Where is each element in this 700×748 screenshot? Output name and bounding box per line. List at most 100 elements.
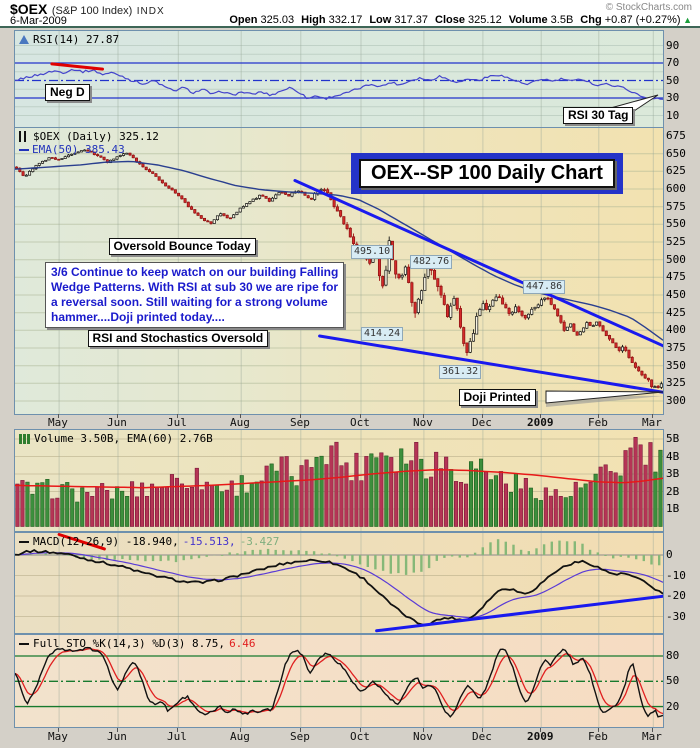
candlestick-icon (19, 131, 29, 142)
axis-tick-label: 5B (666, 432, 680, 445)
month-label: Mar (642, 730, 662, 743)
wedge-trendline (318, 334, 663, 394)
macd-signal-line (15, 552, 663, 619)
month-tick (177, 414, 178, 418)
callout-label: Oversold Bounce Today (108, 238, 256, 255)
exchange: INDX (136, 6, 165, 17)
volume-plot (15, 430, 663, 531)
month-label: Jun (107, 730, 127, 743)
quote-header: $OEX (S&P 100 Index) INDX © StockCharts.… (0, 0, 700, 28)
month-label: Sep (290, 416, 310, 429)
callout-label: RSI and Stochastics Oversold (87, 330, 269, 347)
macd-hist-value: -3.427 (239, 535, 280, 548)
mountain-icon (19, 35, 29, 44)
axis-tick-label: 70 (666, 56, 680, 69)
month-label: May (48, 416, 68, 429)
month-label: Dec (472, 730, 492, 743)
axis-tick-label: 350 (666, 359, 686, 372)
month-tick (240, 728, 241, 732)
axis-tick-label: 1B (666, 502, 680, 515)
sto-label: Full STO %K(14,3) %D(3) 8.75, (33, 637, 226, 650)
rsi-plot (15, 31, 663, 127)
axis-tick-label: 30 (666, 91, 680, 104)
symbol: $OEX (10, 1, 48, 17)
axis-tick-label: -10 (666, 569, 686, 582)
quote-field-label: Close (435, 14, 465, 26)
month-tick (300, 728, 301, 732)
month-tick (240, 414, 241, 418)
macd-panel: MACD(12,26,9) -18.940, -15.513, -3.427 (14, 532, 664, 634)
axis-tick-label: 375 (666, 341, 686, 354)
price-panel: $OEX (Daily) 325.12 EMA(50) 385.43 OEX--… (14, 127, 664, 415)
sto-label-row: Full STO %K(14,3) %D(3) 8.75, 6.46 (19, 637, 256, 650)
month-tick (482, 414, 483, 418)
axis-tick-label: 450 (666, 288, 686, 301)
month-tick (652, 414, 653, 418)
axis-tick-label: 625 (666, 164, 686, 177)
stochastics-panel: Full STO %K(14,3) %D(3) 8.75, 6.46 (14, 634, 664, 728)
rsi-label: RSI(14) 27.87 (33, 33, 120, 46)
month-label: Nov (413, 730, 433, 743)
axis-tick-label: 325 (666, 376, 686, 389)
month-label: Aug (230, 730, 250, 743)
chart-title: OEX--SP 100 Daily Chart (359, 159, 615, 188)
callout-label: Neg D (45, 84, 90, 101)
wedge-trendline (293, 179, 663, 348)
ema-label: EMA(50) 385.43 (32, 143, 125, 156)
month-tick (58, 728, 59, 732)
price-tag: 361.32 (439, 365, 482, 379)
sto-k-line (15, 646, 663, 718)
month-label: Oct (350, 416, 370, 429)
month-axis-bottom: May Jun Jul Aug Sep Oct Nov Dec 2009 Feb Mar (14, 728, 664, 744)
month-tick (540, 728, 541, 732)
month-label: May (48, 730, 68, 743)
month-tick (300, 414, 301, 418)
title-band: OEX--SP 100 Daily Chart (351, 153, 623, 194)
axis-tick-label: 600 (666, 182, 686, 195)
quote-values-row: Open 325.03 High 332.17 Low 317.37 Close 32… (229, 14, 692, 26)
month-label: Jul (167, 416, 187, 429)
callout-label: RSI 30 Tag (563, 107, 634, 124)
callout-label: Doji Printed (458, 389, 536, 406)
axis-tick-label: 50 (666, 74, 680, 87)
axis-tick-label: 3B (666, 467, 680, 480)
macd-line (15, 548, 663, 627)
month-tick (423, 728, 424, 732)
axis-tick-label: 425 (666, 306, 686, 319)
axis-tick-label: 475 (666, 270, 686, 283)
axis-tick-label: 575 (666, 200, 686, 213)
quote-field-label: Low (369, 14, 392, 26)
month-label: Dec (472, 416, 492, 429)
macd-plot (15, 533, 663, 633)
price-tag: 482.76 (410, 255, 453, 269)
quote-field-label: High (301, 14, 326, 26)
stochastics-plot (15, 635, 663, 727)
month-tick (423, 414, 424, 418)
month-tick (360, 414, 361, 418)
month-label: Jun (107, 416, 127, 429)
price-label: $OEX (Daily) 325.12 (33, 130, 159, 143)
rsi-series (15, 68, 663, 101)
month-axis-top: May Jun Jul Aug Sep Oct Nov Dec 2009 Feb Mar (14, 414, 664, 430)
month-tick (58, 414, 59, 418)
ema-label-row: EMA(50) 385.43 (19, 143, 125, 156)
month-label: 2009 (527, 730, 554, 743)
change-up-arrow: ▲ (680, 15, 692, 25)
volume-label-row: Volume 3.50B, EMA(60) 2.76B (19, 432, 213, 445)
symbol-line: $OEX (S&P 100 Index) INDX (10, 1, 165, 19)
bars-icon (19, 433, 30, 444)
price-tag: 414.24 (361, 327, 404, 341)
rsi-panel: RSI(14) 27.87 Neg D RSI 30 Tag (14, 30, 664, 128)
quote-date: 6-Mar-2009 (10, 15, 67, 27)
axis-tick-label: 400 (666, 323, 686, 336)
axis-tick-label: 675 (666, 129, 686, 142)
commentary-note: 3/6 Continue to keep watch on our buildi… (45, 262, 345, 328)
axis-tick-label: 300 (666, 394, 686, 407)
month-tick (598, 728, 599, 732)
month-label: Mar (642, 416, 662, 429)
axis-tick-label: -20 (666, 589, 686, 602)
month-tick (482, 728, 483, 732)
axis-tick-label: 2B (666, 485, 680, 498)
price-tag: 495.10 (351, 245, 394, 259)
axis-tick-label: 50 (666, 674, 680, 687)
